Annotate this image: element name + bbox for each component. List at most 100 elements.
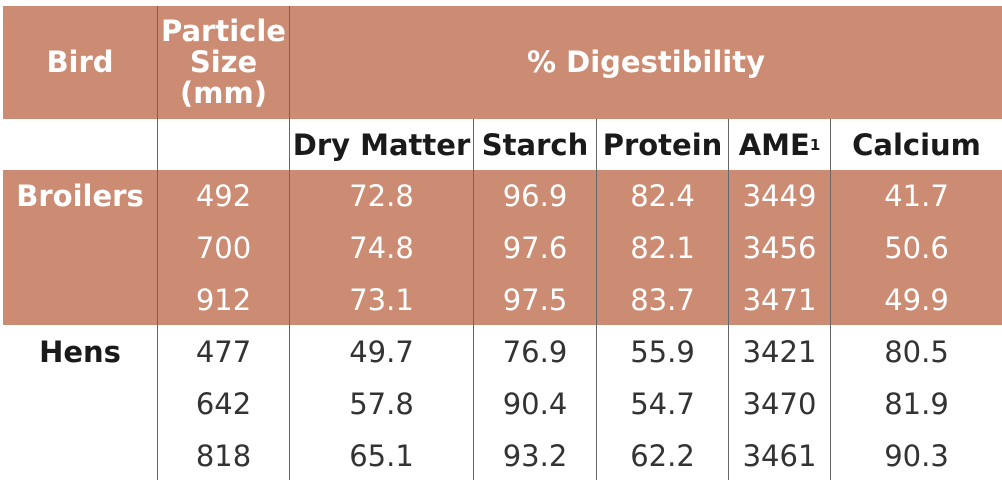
- table-cell: 76.9: [474, 326, 596, 377]
- table-cell: 83.7: [597, 274, 728, 325]
- table-cell: 642: [158, 378, 289, 429]
- bird-column-header: Bird: [3, 6, 157, 119]
- bird-label-text: Hens: [39, 334, 121, 369]
- table-cell: 55.9: [597, 326, 728, 377]
- table-cell: 3449: [729, 170, 830, 221]
- cell-value: 3461: [742, 438, 817, 473]
- table-cell: 912: [158, 274, 289, 325]
- table-cell: 72.8: [290, 170, 473, 221]
- cell-value: 492: [195, 178, 252, 213]
- subheader-ame: AME 1: [738, 127, 821, 162]
- cell-value: 54.7: [630, 386, 695, 421]
- table-cell: 54.7: [597, 378, 728, 429]
- table-cell: 90.4: [474, 378, 596, 429]
- cell-value: 3449: [742, 178, 817, 213]
- cell-value: 3471: [742, 282, 817, 317]
- table-cell: 73.1: [290, 274, 473, 325]
- bird-label-broilers: Broilers: [3, 170, 157, 221]
- table-cell: 50.6: [831, 222, 1002, 273]
- cell-value: 72.8: [349, 178, 414, 213]
- cell-value: 477: [195, 334, 252, 369]
- subheader-label: Calcium: [852, 127, 981, 162]
- cell-value: 65.1: [349, 438, 414, 473]
- particle-size-header-line: Size: [189, 45, 258, 79]
- column-divider: [830, 119, 831, 480]
- cell-value: 73.1: [349, 282, 414, 317]
- table-cell: 3461: [729, 430, 830, 481]
- subheader-protein: Protein: [597, 120, 728, 169]
- cell-value: 49.7: [349, 334, 414, 369]
- cell-value: 50.6: [884, 230, 949, 265]
- table-cell: 80.5: [831, 326, 1002, 377]
- cell-value: 74.8: [349, 230, 414, 265]
- column-divider: [157, 6, 158, 480]
- table-cell: 3471: [729, 274, 830, 325]
- table-cell: 90.3: [831, 430, 1002, 481]
- cell-value: 62.2: [630, 438, 695, 473]
- cell-value: 82.4: [630, 178, 695, 213]
- column-divider: [728, 119, 729, 480]
- cell-value: 642: [195, 386, 252, 421]
- table-cell: 74.8: [290, 222, 473, 273]
- table-cell: 65.1: [290, 430, 473, 481]
- bird-label-hens: Hens: [3, 326, 157, 377]
- table-cell: 3421: [729, 326, 830, 377]
- table-cell: 93.2: [474, 430, 596, 481]
- table-cell: 97.5: [474, 274, 596, 325]
- subheader-calcium: Calcium: [831, 120, 1002, 169]
- cell-value: 76.9: [502, 334, 568, 369]
- column-divider: [473, 119, 474, 480]
- cell-value: 818: [195, 438, 252, 473]
- cell-value: 82.1: [630, 230, 695, 265]
- cell-value: 57.8: [349, 386, 414, 421]
- table-cell: 97.6: [474, 222, 596, 273]
- cell-value: 83.7: [630, 282, 695, 317]
- table-cell: 62.2: [597, 430, 728, 481]
- table-cell: 81.9: [831, 378, 1002, 429]
- column-divider: [596, 119, 597, 480]
- cell-value: 3421: [742, 334, 817, 369]
- cell-value: 80.5: [884, 334, 949, 369]
- table-cell: 3470: [729, 378, 830, 429]
- subheader-starch: Starch: [474, 120, 596, 169]
- cell-value: 55.9: [630, 334, 695, 369]
- table-cell: 57.8: [290, 378, 473, 429]
- subheader-label: Starch: [481, 127, 589, 162]
- table-cell: 96.9: [474, 170, 596, 221]
- table-cell: 49.9: [831, 274, 1002, 325]
- table-cell: 41.7: [831, 170, 1002, 221]
- cell-value: 90.4: [502, 386, 568, 421]
- table-cell: 818: [158, 430, 289, 481]
- bird-header-label: Bird: [46, 45, 114, 79]
- table-cell: 700: [158, 222, 289, 273]
- cell-value: 3456: [742, 230, 817, 265]
- cell-value: 3470: [742, 386, 817, 421]
- header-band: [3, 6, 1002, 119]
- digestibility-group-header: % Digestibility: [290, 6, 1002, 119]
- table-cell: 82.4: [597, 170, 728, 221]
- table-cell: 49.7: [290, 326, 473, 377]
- bird-label-text: Broilers: [16, 178, 144, 213]
- table-cell: 3456: [729, 222, 830, 273]
- cell-value: 96.9: [502, 178, 568, 213]
- cell-value: 97.5: [502, 282, 568, 317]
- cell-value: 97.6: [502, 230, 568, 265]
- particle-size-header-line: Particle: [161, 14, 286, 48]
- cell-value: 90.3: [884, 438, 949, 473]
- subheader-dry-matter: Dry Matter: [290, 120, 473, 169]
- table-cell: 82.1: [597, 222, 728, 273]
- subheader-label: AME: [738, 127, 810, 162]
- subheader-label: Dry Matter: [292, 127, 471, 162]
- cell-value: 912: [195, 282, 252, 317]
- cell-value: 81.9: [884, 386, 949, 421]
- digestibility-header-label: % Digestibility: [526, 45, 765, 79]
- particle-size-header-line: (mm): [180, 76, 267, 110]
- column-divider: [289, 6, 290, 480]
- table-cell: 477: [158, 326, 289, 377]
- subheader-label: Protein: [602, 127, 723, 162]
- particle-size-column-header: Particle Size (mm): [158, 6, 289, 119]
- table-cell: 492: [158, 170, 289, 221]
- cell-value: 93.2: [502, 438, 568, 473]
- broilers-band: [3, 170, 1002, 325]
